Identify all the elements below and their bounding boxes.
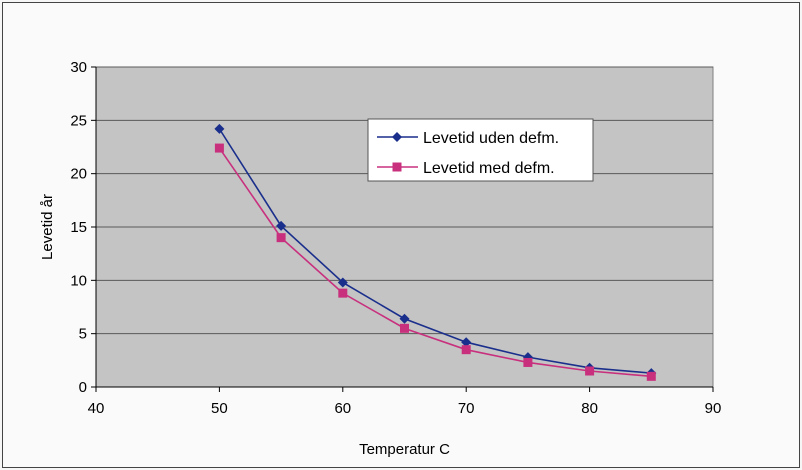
data-point xyxy=(399,313,410,324)
data-point xyxy=(337,277,348,288)
y-tick-label: 20 xyxy=(70,166,87,183)
legend: Levetid uden defm. Levetid med defm. xyxy=(367,118,594,182)
x-tick-label: 60 xyxy=(334,400,351,417)
data-point xyxy=(338,288,348,298)
y-tick-label: 25 xyxy=(70,112,87,129)
x-tick-label: 50 xyxy=(211,400,228,417)
x-tick-label: 70 xyxy=(458,400,475,417)
y-axis-label: Levetid år xyxy=(39,194,56,260)
legend-marker xyxy=(392,162,402,172)
x-tick-label: 80 xyxy=(581,400,598,417)
series-line xyxy=(218,147,652,378)
y-tick-label: 15 xyxy=(70,219,87,236)
data-point xyxy=(276,233,286,243)
legend-marker xyxy=(392,132,402,142)
data-point xyxy=(461,337,472,348)
x-axis-label: Temperatur C xyxy=(359,441,450,458)
legend-label: Levetid med defm. xyxy=(423,160,555,177)
y-tick-label: 30 xyxy=(70,59,87,76)
data-point xyxy=(276,220,287,231)
series-1 xyxy=(214,143,656,381)
data-point xyxy=(214,123,225,134)
legend-box xyxy=(367,118,594,182)
data-point xyxy=(523,357,533,367)
y-tick-label: 10 xyxy=(70,272,87,289)
series-line xyxy=(218,128,652,374)
x-tick-label: 90 xyxy=(705,400,722,417)
y-tick-label: 5 xyxy=(79,326,87,343)
data-point xyxy=(585,366,595,376)
data-point xyxy=(461,345,471,355)
y-tick-label: 0 xyxy=(79,379,87,396)
x-tick-label: 40 xyxy=(88,400,105,417)
data-point xyxy=(214,143,224,153)
data-point xyxy=(646,371,656,381)
data-point xyxy=(400,323,409,333)
legend-label: Levetid uden defm. xyxy=(423,130,559,147)
